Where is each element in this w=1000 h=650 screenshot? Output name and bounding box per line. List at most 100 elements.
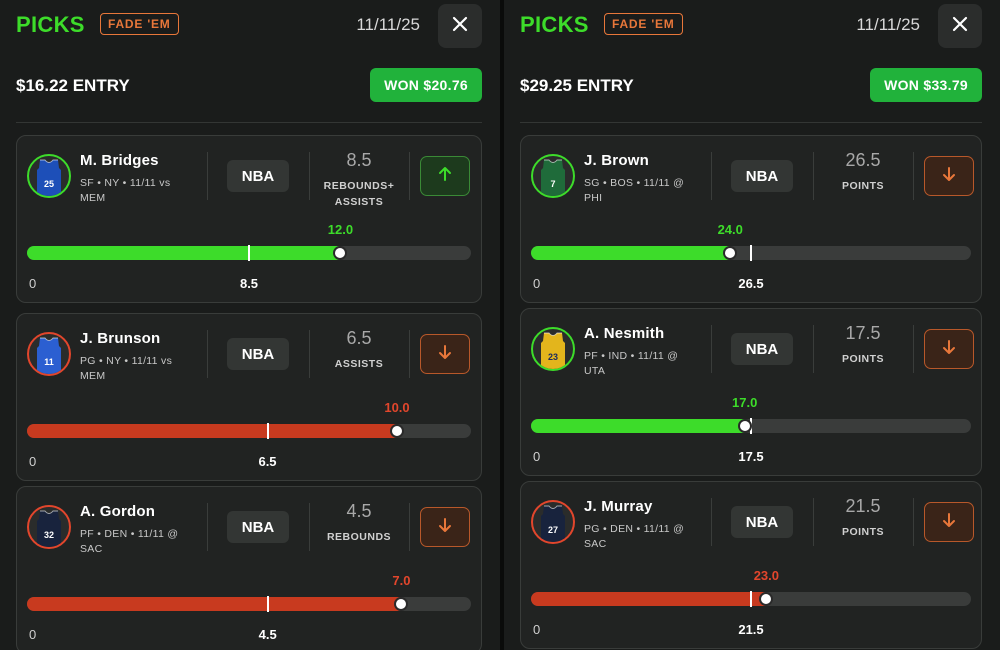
won-result-button[interactable]: WON $33.79 bbox=[870, 68, 982, 102]
stat-type-label: POINTS bbox=[841, 353, 885, 365]
league-badge: NBA bbox=[227, 338, 289, 370]
line-marker bbox=[750, 591, 752, 607]
player-avatar: 23 bbox=[531, 327, 575, 371]
scale-zero-label: 0 bbox=[533, 449, 541, 464]
panel-divider bbox=[500, 0, 504, 650]
top-bar: PICKS FADE 'EM 11/11/25 bbox=[16, 0, 482, 50]
separator bbox=[207, 503, 208, 551]
current-marker bbox=[723, 246, 738, 260]
player-name: J. Murray bbox=[584, 498, 653, 515]
less-button[interactable] bbox=[420, 334, 470, 374]
entry-date: 11/11/25 bbox=[356, 15, 420, 34]
progress-fill bbox=[531, 419, 749, 433]
progress-fill bbox=[27, 597, 406, 611]
arrow-down-icon bbox=[436, 343, 454, 366]
scale-zero-label: 0 bbox=[533, 276, 541, 291]
current-marker bbox=[394, 597, 409, 611]
svg-text:23: 23 bbox=[548, 352, 558, 362]
line-marker bbox=[750, 245, 752, 261]
picks-title: PICKS bbox=[16, 12, 85, 37]
separator bbox=[913, 325, 914, 373]
close-button[interactable] bbox=[938, 4, 982, 48]
won-result-button[interactable]: WON $20.76 bbox=[370, 68, 482, 102]
less-button[interactable] bbox=[924, 502, 974, 542]
picks-title: PICKS bbox=[520, 12, 589, 37]
player-name: J. Brown bbox=[584, 152, 649, 169]
pick-card[interactable]: 25 M. Bridges SF • NY • 11/11 vs MEM NBA 8.5… bbox=[16, 135, 482, 303]
player-avatar: 7 bbox=[531, 154, 575, 198]
progress-track bbox=[27, 596, 471, 612]
progress-fill bbox=[531, 246, 735, 260]
pick-card[interactable]: 32 A. Gordon PF • DEN • 11/11 @ SAC NBA 4.5 R… bbox=[16, 486, 482, 650]
player-meta: SF • NY • 11/11 vs MEM bbox=[80, 177, 171, 204]
svg-text:11: 11 bbox=[44, 357, 54, 367]
svg-text:25: 25 bbox=[44, 179, 54, 189]
current-value: 24.0 bbox=[717, 222, 743, 237]
separator bbox=[913, 152, 914, 200]
less-button[interactable] bbox=[924, 156, 974, 196]
current-marker bbox=[333, 246, 348, 260]
pick-card[interactable]: 11 J. Brunson PG • NY • 11/11 vs MEM NBA 6.5… bbox=[16, 313, 482, 481]
player-meta: PG • NY • 11/11 vs MEM bbox=[80, 355, 173, 382]
current-value: 17.0 bbox=[732, 395, 758, 410]
separator bbox=[409, 152, 410, 200]
header-divider bbox=[16, 122, 482, 123]
entry-amount: $16.22 ENTRY bbox=[16, 76, 130, 95]
fade-badge: FADE 'EM bbox=[100, 13, 179, 35]
stat-type-label: REBOUNDS+ ASSISTS bbox=[323, 180, 395, 208]
separator bbox=[409, 503, 410, 551]
progress-track bbox=[27, 423, 471, 439]
separator bbox=[813, 325, 814, 373]
progress-track bbox=[531, 591, 971, 607]
league-badge: NBA bbox=[227, 511, 289, 543]
stat-line-value: 4.5 bbox=[346, 501, 372, 521]
picks-panel-left: PICKS FADE 'EM 11/11/25 $16.22 ENTRY WON $20… bbox=[16, 0, 482, 650]
league-badge: NBA bbox=[227, 160, 289, 192]
player-name: A. Gordon bbox=[80, 503, 156, 520]
league-badge: NBA bbox=[731, 160, 793, 192]
close-icon bbox=[952, 16, 968, 37]
top-bar: PICKS FADE 'EM 11/11/25 bbox=[520, 0, 982, 50]
line-label: 17.5 bbox=[738, 449, 764, 464]
current-marker bbox=[390, 424, 404, 438]
separator bbox=[711, 152, 712, 200]
scale-zero-label: 0 bbox=[29, 627, 37, 642]
progress-fill bbox=[531, 592, 771, 606]
separator bbox=[913, 498, 914, 546]
pick-card[interactable]: 23 A. Nesmith PF • IND • 11/11 @ UTA NBA 17.… bbox=[520, 308, 982, 476]
arrow-down-icon bbox=[940, 165, 958, 188]
stat-line-value: 17.5 bbox=[845, 323, 881, 343]
close-button[interactable] bbox=[438, 4, 482, 48]
svg-text:7: 7 bbox=[550, 179, 555, 189]
separator bbox=[207, 330, 208, 378]
arrow-up-icon bbox=[436, 165, 454, 188]
league-badge: NBA bbox=[731, 333, 793, 365]
stat-type-label: ASSISTS bbox=[334, 358, 384, 370]
more-button[interactable] bbox=[420, 156, 470, 196]
line-marker bbox=[266, 596, 269, 612]
progress-fill bbox=[27, 246, 345, 260]
line-marker bbox=[266, 423, 269, 439]
separator bbox=[309, 152, 310, 200]
line-label: 4.5 bbox=[258, 627, 277, 642]
player-meta: PG • DEN • 11/11 @ SAC bbox=[584, 523, 685, 550]
close-icon bbox=[452, 16, 468, 37]
current-marker bbox=[759, 592, 774, 606]
svg-text:32: 32 bbox=[44, 530, 54, 540]
arrow-down-icon bbox=[940, 511, 958, 534]
less-button[interactable] bbox=[924, 329, 974, 369]
separator bbox=[813, 152, 814, 200]
pick-card[interactable]: 27 J. Murray PG • DEN • 11/11 @ SAC NBA 21.5… bbox=[520, 481, 982, 649]
progress-fill bbox=[27, 424, 401, 438]
separator bbox=[309, 330, 310, 378]
line-label: 26.5 bbox=[738, 276, 764, 291]
stat-type-label: POINTS bbox=[841, 180, 885, 192]
line-label: 8.5 bbox=[239, 276, 259, 291]
player-name: A. Nesmith bbox=[584, 325, 665, 342]
pick-card[interactable]: 7 J. Brown SG • BOS • 11/11 @ PHI NBA 26.5 PO… bbox=[520, 135, 982, 303]
less-button[interactable] bbox=[420, 507, 470, 547]
separator bbox=[409, 330, 410, 378]
line-marker bbox=[248, 245, 250, 261]
separator bbox=[309, 503, 310, 551]
current-value: 23.0 bbox=[753, 568, 779, 583]
